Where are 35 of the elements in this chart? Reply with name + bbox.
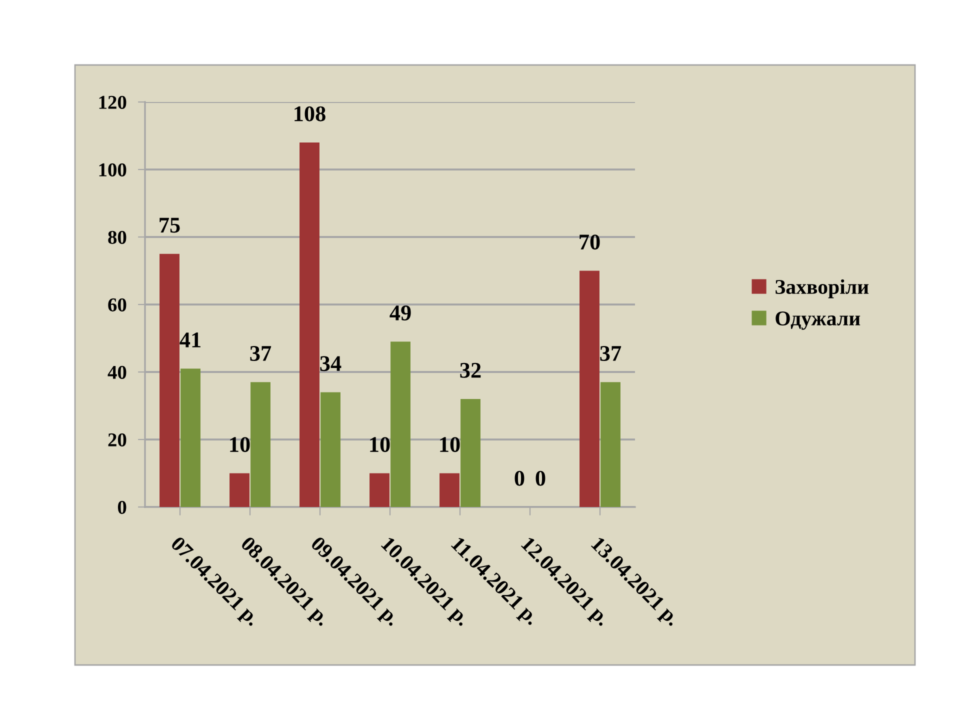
y-tick-label: 20 (108, 433, 126, 446)
bar (180, 368, 200, 507)
bar (320, 392, 340, 507)
data-label: 10 (440, 437, 460, 452)
data-label: 37 (250, 346, 272, 361)
y-tick-label: 120 (99, 96, 126, 109)
y-tick-label: 40 (108, 366, 126, 379)
y-tick-label: 0 (118, 500, 126, 514)
bar (230, 473, 250, 507)
data-label: 75 (160, 218, 180, 233)
data-label: 0 (536, 470, 546, 486)
data-label: 37 (600, 346, 622, 361)
bar (250, 382, 270, 507)
y-tick-label: 100 (99, 163, 126, 176)
data-label: 32 (460, 362, 481, 378)
data-label: 34 (320, 356, 342, 372)
legend-label: Одужали (776, 312, 860, 330)
bar (580, 270, 600, 507)
y-tick-label: 60 (108, 298, 126, 312)
bar (440, 473, 460, 507)
bar (460, 399, 480, 507)
bar (300, 142, 320, 507)
data-label: 108 (294, 106, 326, 122)
bar (600, 382, 620, 507)
bar (160, 254, 180, 507)
legend-label: Захворіли (776, 279, 869, 298)
data-label: 10 (230, 437, 250, 452)
data-label: 41 (180, 332, 200, 348)
bar (370, 473, 390, 507)
data-label: 0 (514, 470, 524, 486)
bar (390, 342, 410, 507)
data-label: 49 (390, 306, 411, 320)
data-label: 70 (580, 234, 600, 250)
data-label: 10 (370, 437, 390, 452)
y-tick-label: 80 (108, 230, 126, 244)
